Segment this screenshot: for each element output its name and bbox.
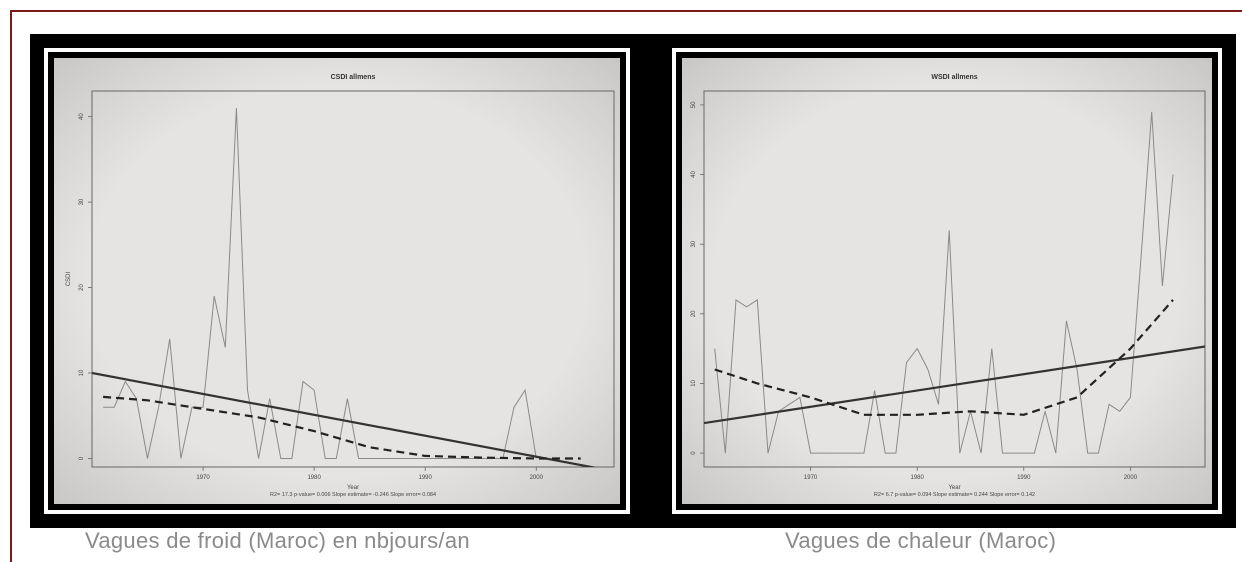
wsdi-plot-area [703, 90, 1206, 468]
wsdi-x-tick-label: 1990 [1017, 475, 1031, 481]
wsdi-y-tick-label: 10 [691, 379, 697, 386]
csdi-y-axis-label: CSDI [66, 272, 72, 287]
wsdi-chart-frame: WSDI allmens 1970 1980 1990 2000 0 10 20 30 40 50 Y… [658, 34, 1236, 528]
csdi-linear-trend-line [92, 371, 598, 467]
csdi-chart: CSDI allmens 1970 1980 1990 2000 0 10 20 30 40 Yea… [66, 74, 615, 498]
wsdi-x-tick-label: 2000 [1124, 475, 1138, 481]
csdi-plot-area [91, 90, 615, 468]
csdi-y-tick-label: 40 [79, 113, 85, 120]
wsdi-y-axis-label: WSDI [682, 271, 684, 287]
wsdi-title: WSDI allmens [931, 74, 977, 81]
wsdi-linear-trend-line [704, 345, 1205, 425]
csdi-y-tick-label: 10 [79, 369, 85, 376]
slide-border [10, 10, 1242, 562]
csdi-y-tick-label: 0 [79, 456, 85, 460]
csdi-x-tick-label: 1970 [196, 475, 210, 481]
wsdi-x-tick-label: 1970 [804, 475, 818, 481]
wsdi-x-tick-label: 1980 [911, 475, 925, 481]
wsdi-x-axis-label: Year [948, 485, 960, 491]
csdi-title: CSDI allmens [331, 74, 376, 81]
wsdi-series-line [714, 111, 1174, 454]
wsdi-y-tick-label: 30 [691, 240, 697, 247]
wsdi-chart-panel: WSDI allmens 1970 1980 1990 2000 0 10 20 30 40 50 Y… [682, 58, 1212, 504]
wsdi-y-tick-label: 20 [691, 310, 697, 317]
csdi-y-tick-label: 20 [79, 284, 85, 291]
csdi-smoothed-trend-line [103, 395, 581, 460]
caption-cold-waves: Vagues de froid (Maroc) en nbjours/an [85, 528, 470, 553]
wsdi-chart: WSDI allmens 1970 1980 1990 2000 0 10 20 30 40 50 Y… [682, 74, 1206, 498]
wsdi-stats-line: R2= 6.7 p-value= 0.094 Slope estimate= 0… [874, 492, 1035, 498]
csdi-series-line [103, 108, 537, 459]
frame-gap [644, 34, 658, 528]
csdi-stats-line: R2= 17.3 p-value= 0.006 Slope estimate= … [270, 492, 436, 498]
csdi-chart-frame: CSDI allmens 1970 1980 1990 2000 0 10 20 30 40 Yea… [30, 34, 644, 528]
csdi-x-tick-label: 1980 [307, 475, 321, 481]
wsdi-smoothed-trend-line [714, 299, 1174, 416]
csdi-x-tick-label: 2000 [530, 475, 544, 481]
csdi-chart-panel: CSDI allmens 1970 1980 1990 2000 0 10 20 30 40 Yea… [54, 58, 620, 504]
csdi-y-tick-label: 30 [79, 198, 85, 205]
caption-heat-waves: Vagues de chaleur (Maroc) [785, 528, 1057, 553]
wsdi-y-tick-label: 0 [691, 451, 697, 455]
csdi-x-tick-label: 1990 [419, 475, 433, 481]
csdi-x-axis-label: Year [347, 485, 359, 491]
wsdi-y-tick-label: 50 [691, 101, 697, 108]
wsdi-y-tick-label: 40 [691, 171, 697, 178]
